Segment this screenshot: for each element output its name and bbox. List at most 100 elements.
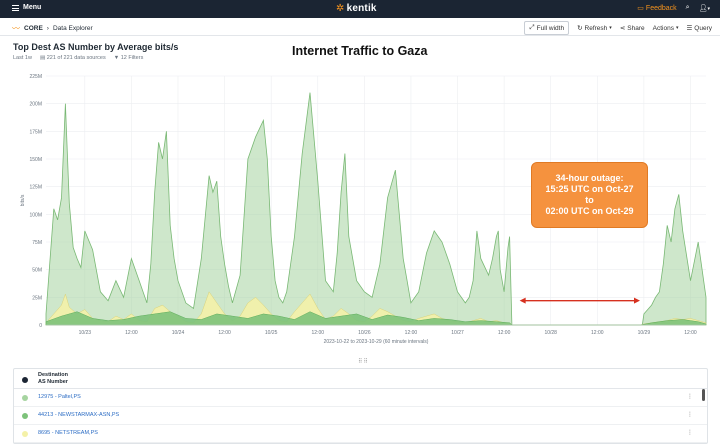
legend-header-dot xyxy=(22,377,28,383)
x-tick-label: 12:00 xyxy=(312,330,325,336)
series-area-2 xyxy=(45,311,707,326)
x-tick-label: 12:00 xyxy=(591,330,604,336)
breadcrumb: 〰 CORE › Data Explorer xyxy=(12,23,93,34)
share-icon: ⋖ xyxy=(619,25,626,32)
table-row[interactable]: 12975 - Paltel,PS ⋮ xyxy=(14,389,707,407)
refresh-button[interactable]: ↻ Refresh ▾ xyxy=(577,24,612,33)
share-button[interactable]: ⋖ Share xyxy=(619,24,645,33)
legend-item-link[interactable]: 44213 - NEWSTARMAX-ASN,PS xyxy=(38,412,120,418)
y-tick-label: 100M xyxy=(29,212,42,218)
overlay-title: Internet Traffic to Gaza xyxy=(292,44,428,58)
callout-line-1: 34-hour outage: xyxy=(555,173,624,183)
feedback-icon: ▭ xyxy=(637,5,644,12)
y-tick-label: 225M xyxy=(29,74,42,80)
actions-label: Actions xyxy=(652,24,674,32)
filters[interactable]: ▼ 12 Filters xyxy=(114,55,144,61)
header-line-1: Destination xyxy=(38,372,68,378)
y-tick-label: 200M xyxy=(29,102,42,108)
x-tick-label: 12:00 xyxy=(498,330,511,336)
chevron-down-icon: ▾ xyxy=(609,25,612,31)
kebab-menu-icon[interactable]: ⋮ xyxy=(687,394,693,400)
outage-arrow-head-right xyxy=(634,297,640,304)
chart-annotation xyxy=(519,297,640,304)
legend-swatch xyxy=(22,413,28,419)
feedback-label: Feedback xyxy=(645,4,677,12)
chart-axes: 0 25M 50M 75M 100M 125M 150M 175M 200M 225M 10/23 1… xyxy=(20,74,706,345)
x-tick-label: 12:00 xyxy=(125,330,138,336)
feedback-button[interactable]: ▭ Feedback xyxy=(637,4,677,13)
legend-swatch xyxy=(22,431,28,437)
sliders-icon: ☰ xyxy=(686,25,693,32)
traffic-chart[interactable]: 0 25M 50M 75M 100M 125M 150M 175M 200M 225M 10/23 1… xyxy=(0,66,720,352)
callout-line-3: to xyxy=(585,195,594,205)
y-tick-label: 0 xyxy=(39,323,42,329)
query-button[interactable]: ☰ Query xyxy=(686,24,712,33)
top-nav-bar: Menu ✲ kentik ▭ Feedback ⌕ 👤︎▾ xyxy=(0,0,720,18)
legend-header: Destination AS Number xyxy=(14,369,707,401)
refresh-label: Refresh xyxy=(584,24,608,32)
time-range[interactable]: Last 1w xyxy=(13,55,32,61)
x-tick-label: 10/26 xyxy=(358,330,371,336)
logo-text: kentik xyxy=(346,3,377,14)
header-line-2: AS Number xyxy=(38,379,68,385)
panel-subinfo: Last 1w ▤ 221 of 221 data sources ▼ 12 F… xyxy=(13,55,143,61)
y-tick-label: 150M xyxy=(29,157,42,163)
y-tick-label: 50M xyxy=(32,268,42,274)
menu-label: Menu xyxy=(23,4,42,11)
callout-line-4: 02:00 UTC on Oct-29 xyxy=(545,206,634,216)
chevron-down-icon: ▾ xyxy=(707,6,710,12)
x-tick-label: 12:00 xyxy=(218,330,231,336)
filters-label: 12 Filters xyxy=(120,55,144,61)
table-row[interactable]: 44213 - NEWSTARMAX-ASN,PS ⋮ xyxy=(14,407,707,425)
x-tick-label: 10/28 xyxy=(544,330,557,336)
x-tick-label: 10/23 xyxy=(79,330,92,336)
query-label: Query xyxy=(694,24,712,32)
x-tick-label: 10/29 xyxy=(638,330,651,336)
scrollbar[interactable] xyxy=(702,389,705,401)
full-width-label: Full width xyxy=(536,24,565,32)
resize-handle[interactable]: ⠿⠿ xyxy=(358,359,369,365)
legend-item-link[interactable]: 8695 - NETSTREAM,PS xyxy=(38,430,98,436)
y-tick-label: 25M xyxy=(32,295,42,301)
data-sources-label: 221 of 221 data sources xyxy=(46,55,106,61)
actions-button[interactable]: Actions ▾ xyxy=(653,25,679,32)
table-row[interactable]: 8695 - NETSTREAM,PS ⋮ xyxy=(14,425,707,443)
refresh-icon: ↻ xyxy=(577,25,583,32)
legend-table: Destination AS Number 12975 - Paltel,PS … xyxy=(13,368,708,444)
data-sources[interactable]: ▤ 221 of 221 data sources xyxy=(40,55,106,61)
expand-icon: ⤢ xyxy=(529,24,535,31)
y-tick-label: 125M xyxy=(29,185,42,191)
breadcrumb-page: Data Explorer xyxy=(52,25,93,32)
callout-line-2: 15:25 UTC on Oct-27 xyxy=(545,184,634,194)
kebab-menu-icon[interactable]: ⋮ xyxy=(687,430,693,436)
x-tick-label: 10/24 xyxy=(172,330,185,336)
legend-swatch xyxy=(22,395,28,401)
user-icon[interactable]: 👤︎▾ xyxy=(698,5,710,12)
pulse-icon: 〰 xyxy=(12,24,20,33)
outage-arrow-head-left xyxy=(519,297,526,304)
menu-button[interactable]: Menu xyxy=(12,4,41,11)
kentik-logo[interactable]: ✲ kentik xyxy=(336,3,377,14)
legend-column-header[interactable]: Destination AS Number xyxy=(38,372,68,386)
database-icon: ▤ xyxy=(39,55,46,61)
search-icon[interactable]: ⌕ xyxy=(685,4,690,11)
kebab-menu-icon[interactable]: ⋮ xyxy=(687,412,693,418)
x-tick-label: 10/27 xyxy=(451,330,464,336)
top-right-controls: ▭ Feedback ⌕ 👤︎▾ xyxy=(637,4,710,12)
y-tick-label: 175M xyxy=(29,129,42,135)
outage-callout: 34-hour outage: 15:25 UTC on Oct-27 to 0… xyxy=(531,162,648,228)
x-tick-label: 12:00 xyxy=(684,330,697,336)
legend-item-link[interactable]: 12975 - Paltel,PS xyxy=(38,394,81,400)
breadcrumb-root[interactable]: CORE xyxy=(24,25,43,32)
toolbar-actions: ⤢ Full width ↻ Refresh ▾ ⋖ Share Actions… xyxy=(524,21,712,35)
x-tick-label: 12:00 xyxy=(405,330,418,336)
chevron-right-icon: › xyxy=(46,25,49,32)
y-tick-label: 75M xyxy=(32,240,42,246)
x-axis-label: 2023-10-22 to 2023-10-29 (60 minute inte… xyxy=(324,339,429,345)
chevron-down-icon: ▾ xyxy=(675,25,679,31)
panel-title: Top Dest AS Number by Average bits/s xyxy=(13,42,179,52)
full-width-button[interactable]: ⤢ Full width xyxy=(524,21,570,35)
filter-icon: ▼ xyxy=(113,55,120,61)
x-tick-label: 10/25 xyxy=(265,330,278,336)
breadcrumb-bar: 〰 CORE › Data Explorer ⤢ Full width ↻ Re… xyxy=(0,18,720,36)
